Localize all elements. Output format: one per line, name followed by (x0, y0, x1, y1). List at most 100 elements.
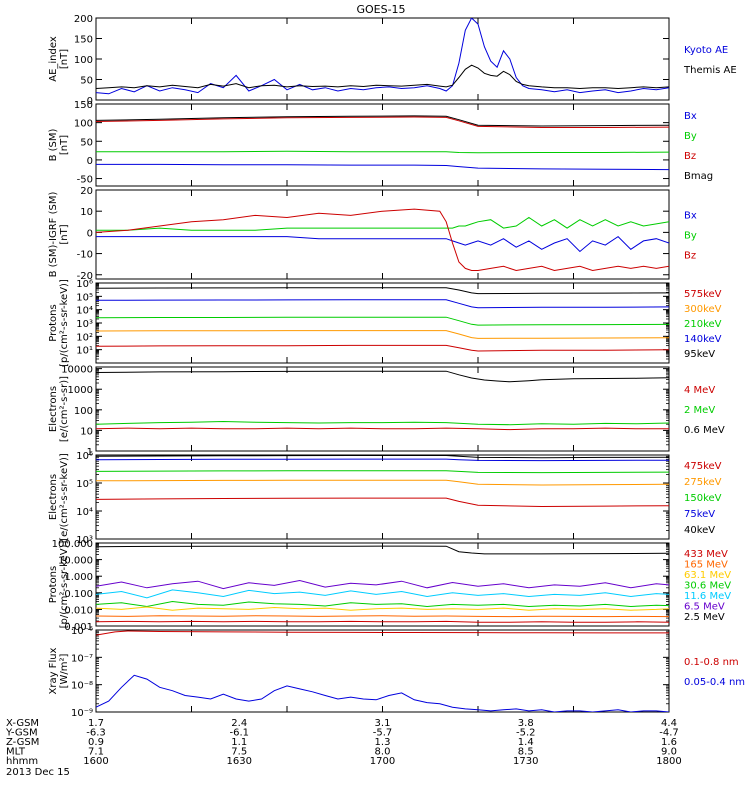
panel-protons2: 0.001 0.010 0.100 1.000 10.000 100.000 Protons… (48, 539, 731, 633)
series-line-by (96, 150, 669, 154)
panel-ae: 0 50 100 150 200 AE_index [nT] Kyoto AE Themis A… (48, 14, 737, 107)
y-tick-label: 10² (76, 332, 93, 343)
y-tick-label: 10⁴ (76, 306, 93, 317)
y-tick-label: 100 (74, 55, 93, 66)
legend-label: 275keV (684, 477, 722, 488)
y-tick-label: 0.001 (64, 622, 93, 633)
series-line-30-6-mev (96, 600, 669, 608)
y-tick-label: 100.000 (52, 539, 93, 550)
series-line-575kev (96, 344, 669, 352)
panel-bigrf: -20 -10 0 10 20 B (SM)-IGRF (SM) [nT] Bx By Bz (48, 186, 697, 282)
y-tick-label: 0 (87, 96, 93, 107)
y-axis-label: Protons (48, 566, 59, 603)
panel-frame (95, 629, 670, 713)
y-tick-label: 10 (80, 426, 93, 437)
series-line-4-mev (96, 427, 669, 431)
series-line-0-1-0-8-nm (96, 630, 669, 636)
x-row-value: -5.7 (373, 728, 393, 739)
legend-label: By (684, 231, 697, 242)
y-axis-label: Protons (48, 304, 59, 341)
series-line-300kev (96, 330, 669, 339)
x-row-value: -4.7 (659, 728, 679, 739)
series-group (96, 208, 669, 272)
series-group (96, 630, 669, 712)
y-tick-label: 10⁻⁹ (71, 708, 93, 719)
legend-label: 40keV (684, 525, 715, 536)
series-line-165-mev (96, 615, 669, 618)
x-axis-labels: X-GSM 1.7 2.4 3.1 3.8 4.4 Y-GSM -6.3 -6.1 -5.7 -5.… (5, 718, 682, 767)
series-line-0-05-0-4-nm (96, 674, 669, 712)
series-line-0-6-mev (96, 370, 669, 383)
x-row-value: 1600 (83, 756, 108, 767)
x-row-label: X-GSM (6, 718, 39, 729)
legend-label: 4 MeV (684, 385, 715, 396)
legend-label: 75keV (684, 509, 715, 520)
y-tick-label: 150 (74, 100, 93, 111)
series-group (96, 370, 669, 431)
y-tick-label: 10⁶ (76, 451, 93, 462)
y-tick-label: 10⁻⁸ (71, 681, 93, 692)
x-row-value: 1.4 (518, 737, 534, 748)
x-row-value: 1630 (227, 756, 252, 767)
x-row-value: 1730 (513, 756, 538, 767)
y-tick-label: 0 (87, 156, 93, 167)
y-tick-label: 50 (80, 76, 93, 87)
legend-label: 165 MeV (684, 560, 728, 571)
legend-label: Bx (684, 111, 697, 122)
legend-label: 210keV (684, 319, 722, 330)
x-row-value: 9.0 (661, 747, 677, 758)
y-tick-label: 1 (87, 447, 93, 458)
y-tick-label: 10 (80, 207, 93, 218)
legend-label: Kyoto AE (684, 45, 728, 56)
x-row-value: 0.9 (88, 737, 104, 748)
series-group (96, 545, 669, 623)
x-row-label: Z-GSM (6, 737, 39, 748)
y-tick-label: 20 (80, 186, 93, 197)
x-row-value: 1.7 (88, 718, 104, 729)
legend-label: Bx (684, 211, 697, 222)
date-label: 2013 Dec 15 (6, 767, 70, 778)
series-line-6-5-mev (96, 579, 669, 590)
legend-label: Themis AE (683, 65, 737, 76)
panel-frame (95, 282, 670, 364)
y-axis-label: [e/(cm²-s-sr)] (59, 376, 70, 442)
y-tick-label: 1.000 (64, 572, 93, 583)
series-line-bx (96, 163, 669, 171)
legend-label: 63.1 MeV (684, 570, 731, 581)
series-line-475kev (96, 497, 669, 508)
x-row-value: 7.1 (88, 747, 104, 758)
x-row-value: 3.8 (518, 718, 534, 729)
legend-label: 30.6 MeV (684, 581, 731, 592)
x-row-value: 7.5 (231, 747, 247, 758)
y-axis-label: [nT] (59, 135, 70, 155)
series-line-140kev (96, 299, 669, 309)
y-tick-label: 100 (74, 406, 93, 417)
panel-frame (95, 454, 670, 540)
legend-label: 6.5 MeV (684, 602, 725, 613)
y-tick-label: 10⁵ (76, 479, 93, 490)
panel-protons1: 10¹ 10² 10³ 10⁴ 10⁵ 10⁶ Protons [p/(cm²-s-sr-ke… (48, 279, 722, 367)
series-line-11-6-mev (96, 589, 669, 599)
y-tick-label: 10⁶ (76, 279, 93, 290)
x-row-value: -6.1 (229, 728, 249, 739)
y-tick-label: 200 (74, 14, 93, 25)
series-line-bx (96, 235, 669, 253)
y-axis-label: AE_index (48, 36, 59, 82)
series-line-150kev (96, 470, 669, 474)
y-tick-label: 10⁵ (76, 292, 93, 303)
y-axis-label: [p/(cm²-s-sr-keV)] (59, 541, 70, 629)
legend-label: 0.6 MeV (684, 425, 725, 436)
y-tick-label: 50 (80, 137, 93, 148)
legend-label: 575keV (684, 289, 722, 300)
legend-label: 300keV (684, 304, 722, 315)
x-row-value: 8.5 (518, 747, 534, 758)
y-tick-label: 10⁻⁶ (71, 626, 93, 637)
panel-frame (95, 366, 670, 452)
x-row-value: 2.4 (231, 718, 247, 729)
series-line-40kev (96, 455, 669, 459)
panel-frame (95, 189, 670, 280)
series-line-75kev (96, 458, 669, 462)
y-tick-label: 10.000 (58, 556, 93, 567)
x-row-value: -6.3 (86, 728, 106, 739)
